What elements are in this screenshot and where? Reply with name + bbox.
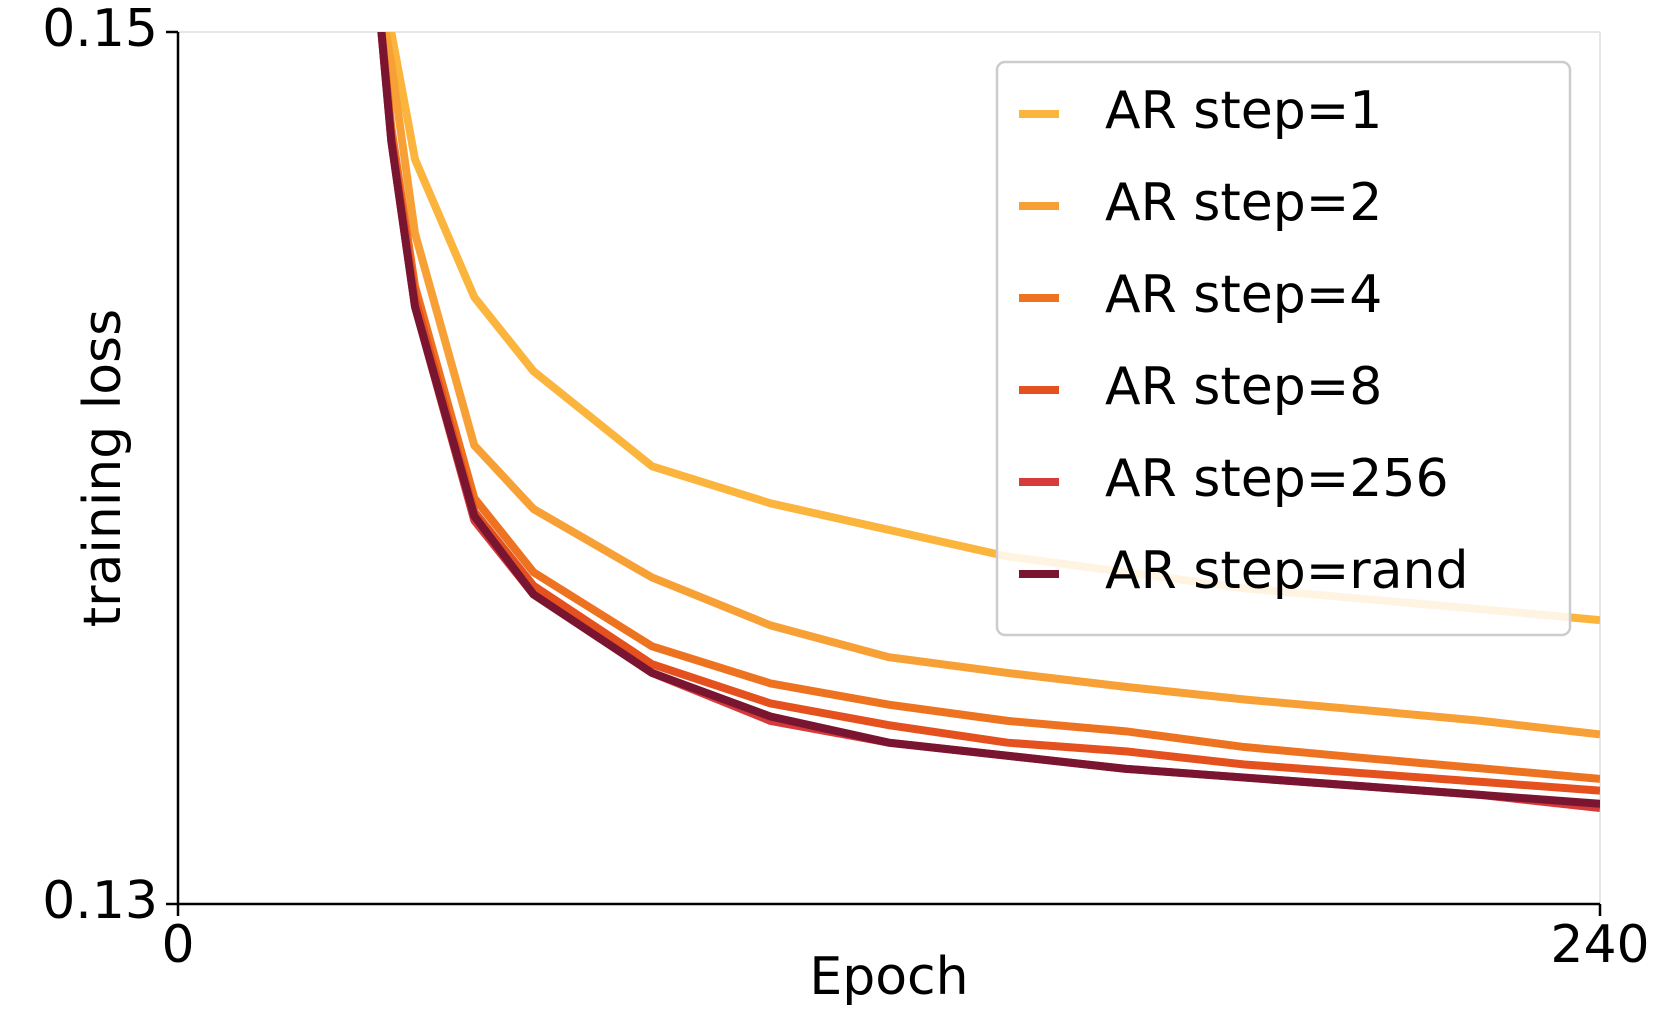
plot-area (377, 32, 1600, 813)
legend-label: AR step=4 (1105, 265, 1382, 325)
x-tick-label: 0 (161, 915, 194, 975)
legend-label: AR step=rand (1105, 541, 1469, 601)
y-tick-label: 0.13 (42, 871, 158, 931)
legend-label: AR step=2 (1105, 173, 1382, 233)
series-line (381, 32, 1600, 739)
x-axis-label: Epoch (809, 947, 968, 1007)
y-tick-label: 0.15 (42, 0, 158, 59)
legend-box (995, 60, 1572, 637)
legend-label: AR step=1 (1105, 81, 1382, 141)
legend-label: AR step=256 (1105, 449, 1449, 509)
legend-label: AR step=8 (1105, 357, 1382, 417)
x-tick-label: 240 (1550, 915, 1649, 975)
series-line (377, 32, 1600, 808)
y-axis-label: training loss (73, 309, 133, 627)
